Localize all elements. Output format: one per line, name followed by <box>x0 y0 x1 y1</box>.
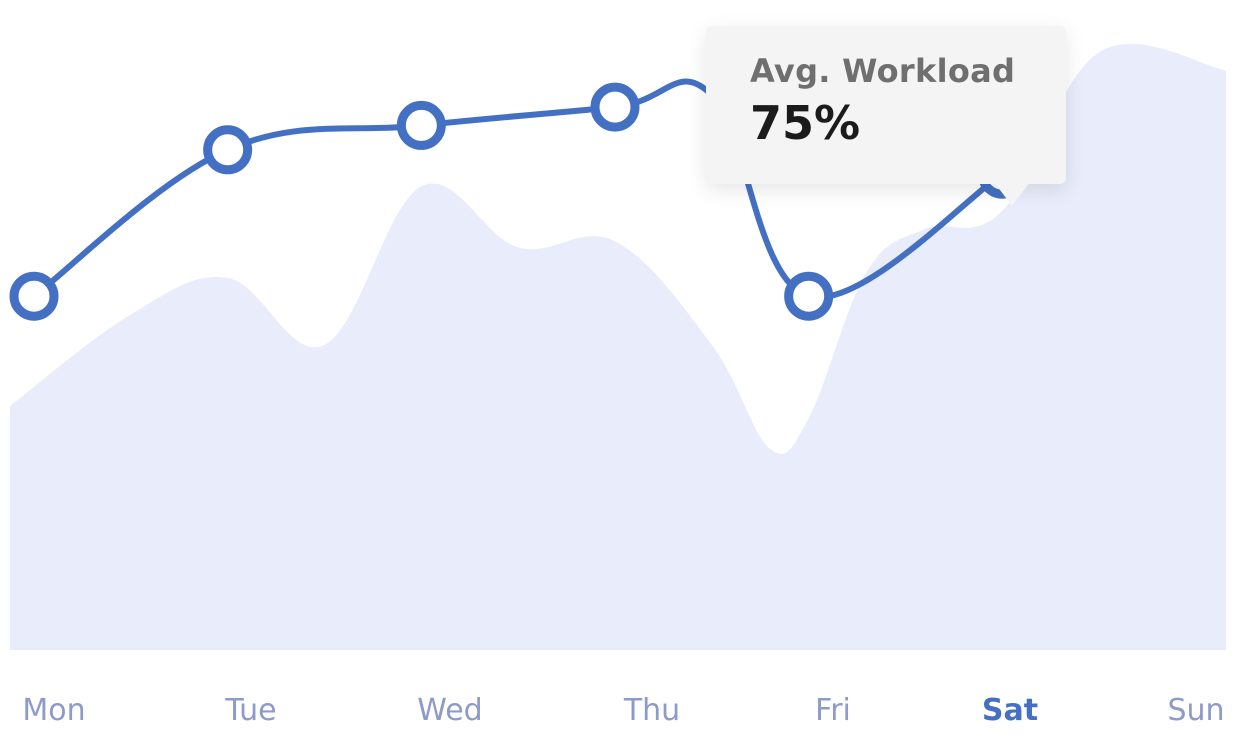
line-point-tue[interactable] <box>203 125 253 175</box>
x-tick-label-sun[interactable]: Sun <box>1167 693 1224 728</box>
line-point-fri[interactable] <box>784 271 834 321</box>
line-point-wed[interactable] <box>396 100 446 150</box>
line-point-mon[interactable] <box>9 271 59 321</box>
tooltip: Avg. Workload 75% <box>706 26 1066 206</box>
x-tick-label-thu[interactable]: Thu <box>623 693 680 728</box>
x-tick-label-wed[interactable]: Wed <box>417 693 482 728</box>
tooltip-value: 75% <box>750 96 861 151</box>
x-tick-label-tue[interactable]: Tue <box>224 693 276 728</box>
x-axis-labels: Mon Tue Wed Thu Fri Sat Sun <box>22 693 1224 728</box>
x-tick-label-sat[interactable]: Sat <box>982 693 1038 728</box>
x-tick-label-mon[interactable]: Mon <box>22 693 85 728</box>
line-point-thu[interactable] <box>590 82 640 132</box>
x-tick-label-fri[interactable]: Fri <box>815 693 851 728</box>
area-series <box>10 43 1226 650</box>
tooltip-label: Avg. Workload <box>750 52 1016 90</box>
